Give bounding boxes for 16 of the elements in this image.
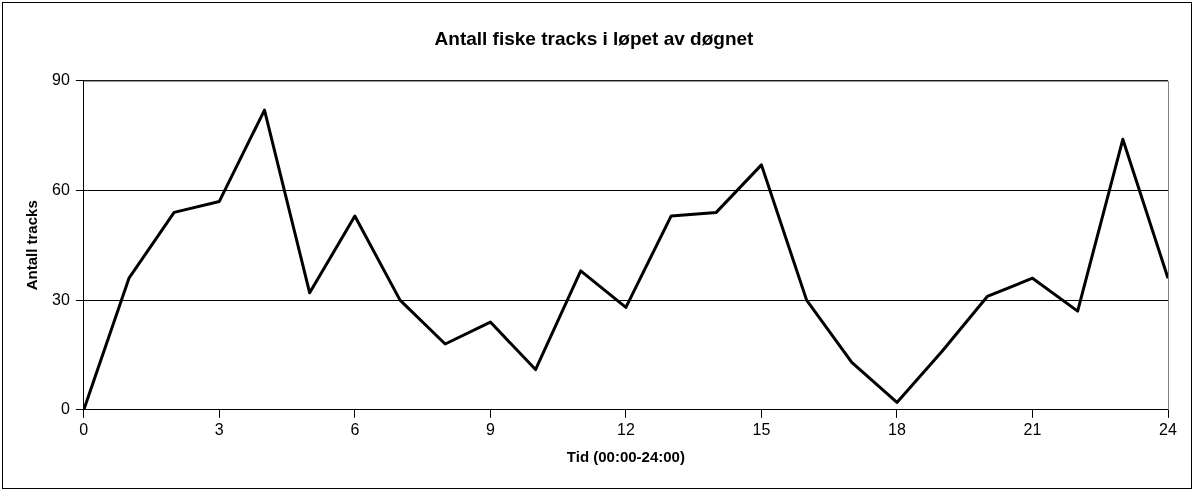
- x-tick-label: 18: [888, 420, 906, 438]
- x-tick-label: 9: [485, 420, 495, 438]
- x-tick-label: 3: [214, 420, 224, 438]
- x-tick-label: 12: [617, 420, 635, 438]
- y-tick-label: 60: [52, 180, 70, 198]
- y-tick-label: 0: [60, 400, 70, 418]
- x-tick-label: 15: [752, 420, 771, 438]
- chart-title: Antall fiske tracks i løpet av døgnet: [434, 27, 755, 49]
- x-tick-label: 21: [1023, 420, 1042, 438]
- x-tick-label: 0: [79, 420, 89, 438]
- x-tick-label: 6: [350, 420, 360, 438]
- x-tick-label: 24: [1159, 420, 1177, 438]
- y-tick-label: 30: [52, 290, 70, 308]
- x-axis-title: Tid (00:00-24:00): [566, 448, 685, 466]
- y-axis-title: Antall tracks: [23, 200, 41, 291]
- y-tick-label: 90: [52, 71, 70, 89]
